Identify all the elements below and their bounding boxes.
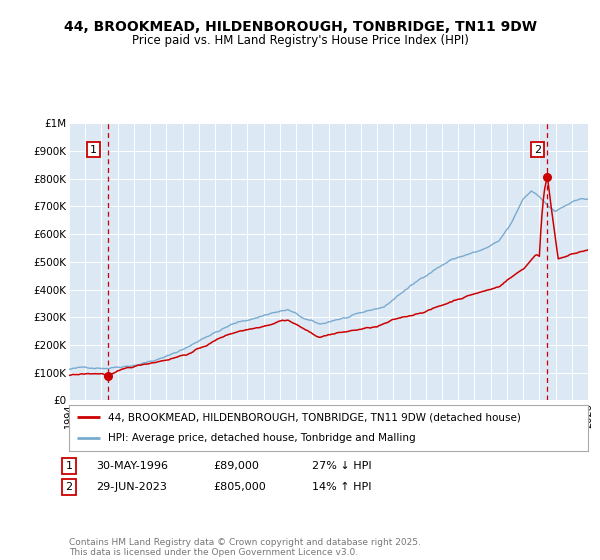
Text: 27% ↓ HPI: 27% ↓ HPI <box>312 461 371 471</box>
Text: 1: 1 <box>90 144 97 155</box>
Text: Contains HM Land Registry data © Crown copyright and database right 2025.
This d: Contains HM Land Registry data © Crown c… <box>69 538 421 557</box>
Text: 30-MAY-1996: 30-MAY-1996 <box>96 461 168 471</box>
Text: 44, BROOKMEAD, HILDENBOROUGH, TONBRIDGE, TN11 9DW: 44, BROOKMEAD, HILDENBOROUGH, TONBRIDGE,… <box>64 20 536 34</box>
Text: 2: 2 <box>534 144 541 155</box>
Text: £805,000: £805,000 <box>213 482 266 492</box>
Text: £89,000: £89,000 <box>213 461 259 471</box>
Text: Price paid vs. HM Land Registry's House Price Index (HPI): Price paid vs. HM Land Registry's House … <box>131 34 469 46</box>
Text: 1: 1 <box>65 461 73 471</box>
Text: 29-JUN-2023: 29-JUN-2023 <box>96 482 167 492</box>
Text: 14% ↑ HPI: 14% ↑ HPI <box>312 482 371 492</box>
Text: 2: 2 <box>65 482 73 492</box>
Text: HPI: Average price, detached house, Tonbridge and Malling: HPI: Average price, detached house, Tonb… <box>108 433 416 444</box>
Text: 44, BROOKMEAD, HILDENBOROUGH, TONBRIDGE, TN11 9DW (detached house): 44, BROOKMEAD, HILDENBOROUGH, TONBRIDGE,… <box>108 412 521 422</box>
